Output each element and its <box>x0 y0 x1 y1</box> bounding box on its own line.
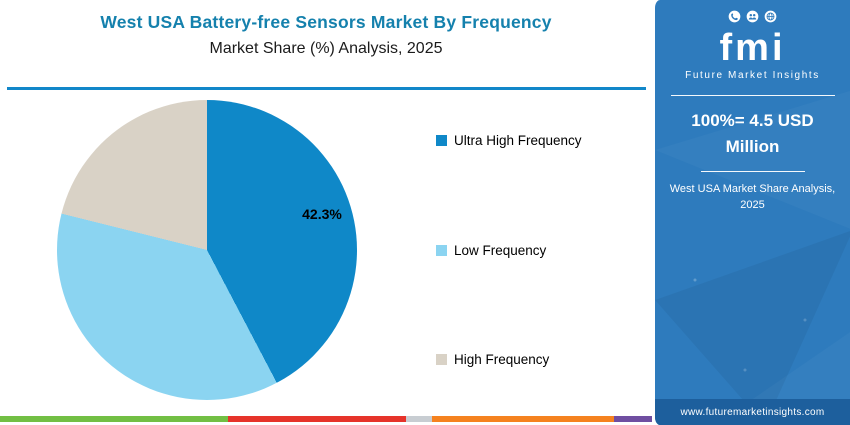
pie-slice-label: 42.3% <box>302 206 342 222</box>
chart-area: West USA Battery-free Sensors Market By … <box>0 12 652 422</box>
strip-segment-2 <box>406 416 432 422</box>
legend: Ultra High Frequency Low Frequency High Fr… <box>436 133 636 367</box>
legend-label: High Frequency <box>454 352 550 367</box>
page-subtitle: Market Share (%) Analysis, 2025 <box>209 40 443 57</box>
legend-swatch <box>436 354 447 365</box>
title-divider <box>7 87 646 90</box>
panel-divider-short <box>700 170 805 172</box>
logo-wordmark: fmi <box>719 27 786 69</box>
people-icon <box>746 10 759 28</box>
strip-segment-3 <box>432 416 614 422</box>
legend-item-1: Low Frequency <box>436 243 636 258</box>
panel-subtitle: West USA Market Share Analysis, 2025 <box>669 182 836 211</box>
pie-chart <box>57 100 357 400</box>
market-size-stat: 100%= 4.5 USD Million <box>691 111 814 157</box>
website-link[interactable]: www.futuremarketinsights.com <box>655 399 850 425</box>
logo-icons <box>655 10 850 28</box>
legend-swatch <box>436 244 447 256</box>
info-panel: fmi Future Market Insights 100%= 4.5 USD… <box>652 0 850 425</box>
legend-label: Ultra High Frequency <box>454 133 582 148</box>
strip-segment-1 <box>228 416 406 422</box>
strip-segment-4 <box>614 416 652 422</box>
panel-divider-top <box>670 95 835 96</box>
panel-content: fmi Future Market Insights 100%= 4.5 USD… <box>655 0 850 425</box>
phone-icon <box>728 10 741 28</box>
legend-label: Low Frequency <box>454 242 547 258</box>
legend-swatch <box>436 135 447 146</box>
strip-segment-0 <box>0 416 228 422</box>
legend-item-0: Ultra High Frequency <box>436 133 636 148</box>
legend-item-2: High Frequency <box>436 352 636 367</box>
globe-icon <box>764 10 777 28</box>
logo-tagline: Future Market Insights <box>685 70 820 81</box>
bottom-strip <box>0 416 652 422</box>
fmi-logo: fmi Future Market Insights <box>655 0 850 81</box>
page-title: West USA Battery-free Sensors Market By … <box>100 12 552 32</box>
